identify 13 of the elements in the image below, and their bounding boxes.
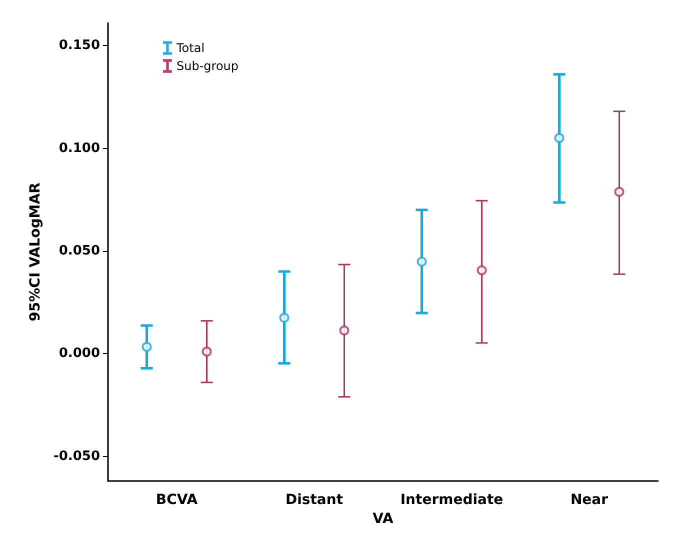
y-tick-label: -0.050 bbox=[53, 448, 100, 464]
y-tick-label: 0.150 bbox=[58, 38, 100, 54]
legend-label: Sub-group bbox=[176, 59, 239, 73]
legend-label: Total bbox=[176, 41, 205, 55]
x-axis-title: VA bbox=[372, 510, 394, 527]
x-tick-label: Distant bbox=[285, 492, 344, 508]
y-axis-title: 95%CI VALogMAR bbox=[28, 182, 44, 322]
x-tick-label: BCVA bbox=[156, 492, 198, 508]
y-tick-label: 0.100 bbox=[58, 140, 100, 156]
y-tick-label: 0.000 bbox=[58, 346, 100, 362]
x-tick-label: Near bbox=[570, 492, 608, 508]
y-tick-label: 0.050 bbox=[58, 243, 100, 258]
x-tick-label: Intermediate bbox=[400, 492, 504, 508]
